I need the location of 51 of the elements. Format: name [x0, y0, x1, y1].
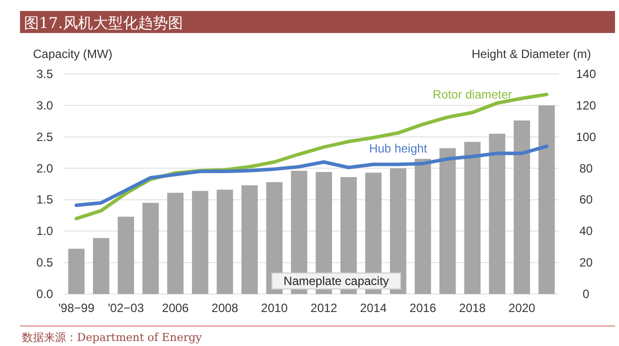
x-tick-label: 2012 — [310, 301, 338, 315]
y2-tick-label: 60 — [579, 192, 593, 207]
y-tick-label: 3.5 — [36, 67, 54, 81]
y-tick-label: 0.5 — [36, 256, 54, 270]
bar — [414, 158, 432, 294]
source-note: 数据来源：Department of Energy — [22, 331, 203, 344]
bar — [488, 134, 506, 294]
y2-tick-label: 140 — [576, 67, 596, 81]
bar — [167, 192, 184, 294]
x-tick-label: 2020 — [508, 301, 536, 315]
title-banner: 图17.风机大型化趋势图 — [20, 11, 615, 33]
y-tick-label: 3.0 — [36, 98, 54, 112]
bar — [118, 216, 134, 294]
x-tick-label: 2006 — [162, 301, 190, 315]
y-tick-label: 0.0 — [36, 287, 54, 301]
series-label: Hub height — [369, 141, 428, 156]
x-tick-label: 2018 — [459, 301, 486, 315]
x-tick-label: '98−99 — [58, 301, 95, 315]
y2-tick-label: 40 — [579, 224, 593, 238]
series-label: Nameplate capacity — [284, 274, 389, 288]
bar — [68, 248, 85, 294]
series-label: Rotor diameter — [432, 88, 512, 102]
y2-tick-label: 0 — [582, 287, 590, 301]
bar — [216, 190, 234, 294]
bar — [390, 168, 406, 294]
y2-tick-label: 120 — [576, 98, 596, 112]
y-tick-label: 2.0 — [36, 161, 54, 176]
bar — [192, 190, 208, 294]
bar — [538, 105, 555, 294]
y2-tick-label: 20 — [579, 256, 593, 270]
bar — [142, 202, 159, 294]
y-tick-label: 2.5 — [36, 130, 54, 144]
y-axis-title: Capacity (MW) — [33, 47, 112, 61]
bar — [514, 120, 530, 294]
bar — [439, 148, 456, 294]
y-tick-label: 1.5 — [36, 192, 54, 207]
x-tick-label: 2016 — [410, 301, 437, 315]
x-tick-label: 2008 — [212, 301, 239, 315]
x-tick-label: 2014 — [360, 301, 388, 315]
bar — [266, 182, 283, 294]
y2-tick-label: 100 — [576, 130, 596, 144]
y-tick-label: 1.0 — [36, 224, 54, 238]
bar — [92, 238, 110, 294]
y2-axis-title: Height & Diameter (m) — [472, 47, 591, 61]
chart-title: 图17.风机大型化趋势图 — [24, 14, 183, 32]
y2-tick-label: 80 — [579, 161, 593, 176]
x-tick-label: '02−03 — [108, 301, 144, 315]
bar — [464, 142, 481, 294]
x-tick-label: 2010 — [261, 301, 288, 315]
line-series — [74, 144, 548, 207]
bar — [241, 185, 258, 294]
